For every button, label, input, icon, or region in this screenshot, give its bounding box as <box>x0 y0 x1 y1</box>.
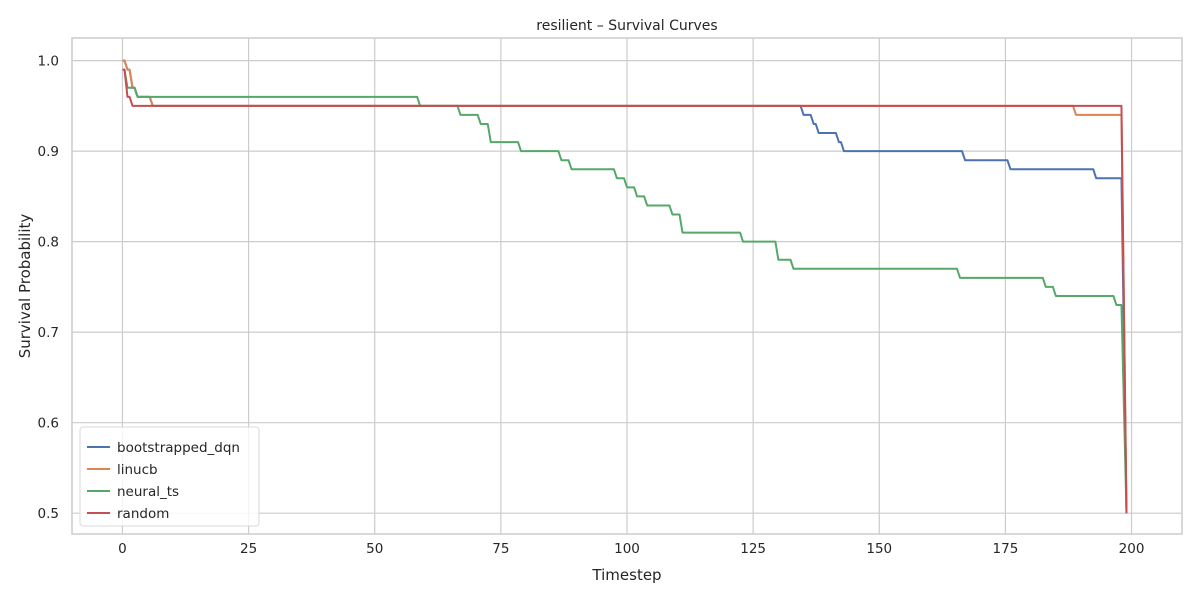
x-tick-label: 25 <box>240 541 257 557</box>
x-tick-label: 125 <box>740 541 766 557</box>
legend-label-bootstrapped-dqn: bootstrapped_dqn <box>117 440 240 456</box>
series-line-linucb <box>122 59 1128 514</box>
y-tick-label: 0.5 <box>38 506 59 522</box>
series-layer <box>122 59 1128 514</box>
grid-layer <box>72 38 1182 534</box>
x-tick-label: 150 <box>866 541 892 557</box>
x-tick-label: 200 <box>1119 541 1145 557</box>
x-tick-label: 175 <box>993 541 1019 557</box>
x-tick-label: 50 <box>366 541 383 557</box>
x-tick-label: 75 <box>492 541 509 557</box>
y-axis-label: Survival Probability <box>16 214 34 359</box>
tick-layer: 0 25 50 75 100 125 150 175 200 0.5 0.6 0.7 0.8 0.9 1.0 <box>38 54 1145 557</box>
y-tick-label: 0.7 <box>38 325 59 341</box>
series-line-random <box>122 68 1128 514</box>
legend-label-linucb: linucb <box>117 462 158 478</box>
series-line-bootstrapped-dqn <box>122 59 1128 514</box>
series-line-neural-ts <box>122 68 1128 514</box>
y-tick-label: 1.0 <box>38 54 59 70</box>
x-tick-label: 100 <box>614 541 640 557</box>
x-tick-label: 0 <box>118 541 127 557</box>
y-tick-label: 0.8 <box>38 235 59 251</box>
y-tick-label: 0.6 <box>38 416 59 432</box>
legend-label-neural-ts: neural_ts <box>117 484 179 500</box>
legend-box <box>79 426 260 527</box>
plot-frame <box>71 37 1183 535</box>
legend-label-random: random <box>117 506 169 522</box>
x-axis-label: Timestep <box>591 566 661 584</box>
y-tick-label: 0.9 <box>38 144 59 160</box>
chart-title: resilient – Survival Curves <box>536 18 717 34</box>
